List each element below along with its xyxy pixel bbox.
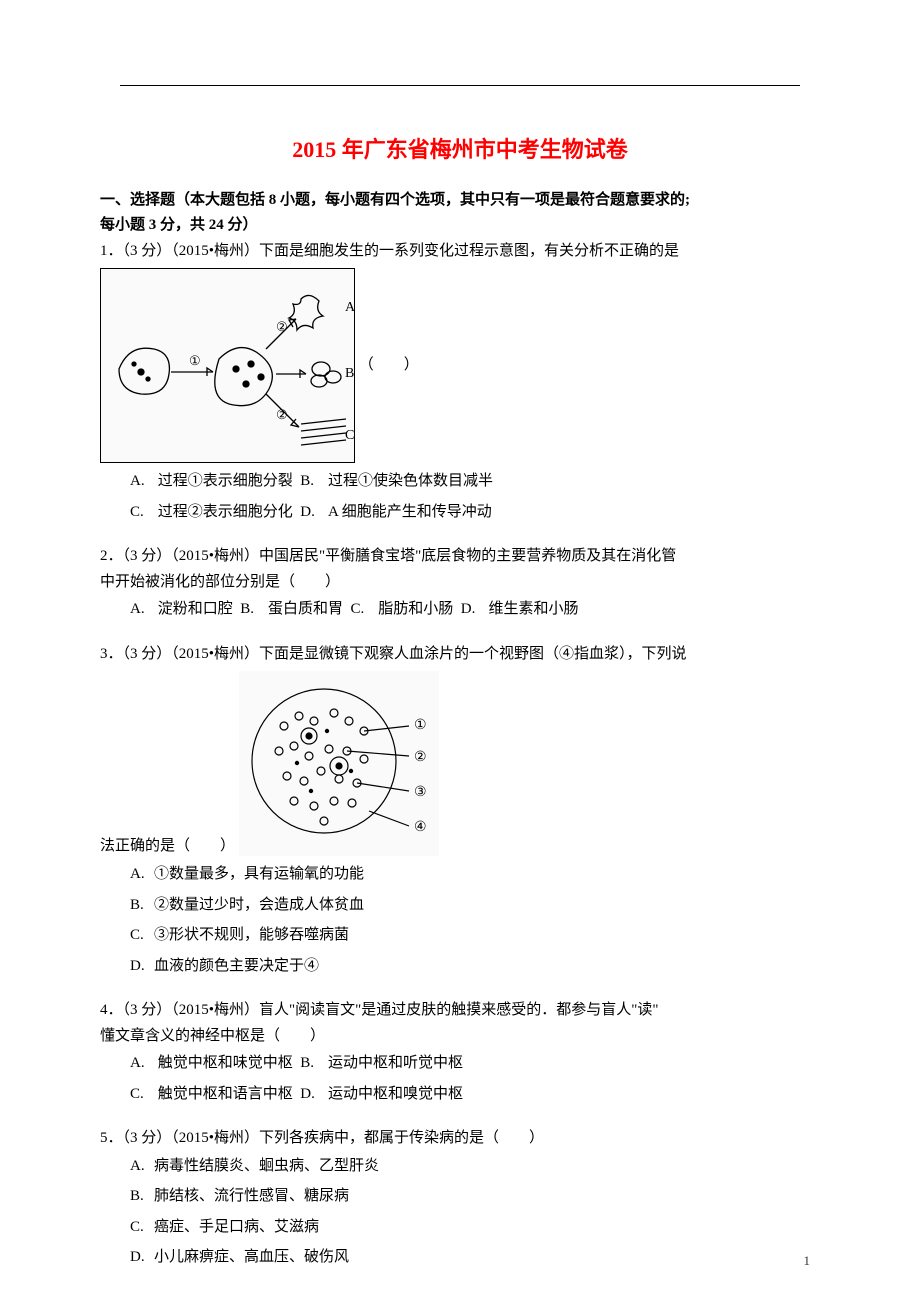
q2-stem-l2: 中开始被消化的部位分别是（ ） [100,574,340,590]
section-header-l2: 每小题 3 分，共 24 分） [100,217,258,233]
q2-stem: 2．（3 分）（2015•梅州）中国居民"平衡膳食宝塔"底层食物的主要营养物质及… [100,544,820,595]
opt-label-a: A. [130,467,154,496]
question-4: 4．（3 分）（2015•梅州）盲人"阅读盲文"是通过皮肤的触摸来感受的．都参与… [100,998,820,1108]
q3-opt-a: ①数量最多，具有运输氧的功能 [154,866,364,882]
q1-label-B: B [345,366,354,381]
q5-opt-d: 小儿麻痹症、高血压、破伤风 [154,1249,349,1265]
q2-opt-a: 淀粉和口腔 [158,601,233,617]
opt-label-c: C. [130,1080,154,1109]
q5-opt-b: 肺结核、流行性感冒、糖尿病 [154,1188,349,1204]
q2-opt-d: 维生素和小肠 [489,601,579,617]
section-header: 一、选择题（本大题包括 8 小题，每小题有四个选项，其中只有一项是最符合题意要求… [100,188,820,239]
opt-label-d: D. [130,1243,154,1272]
question-5: 5．（3 分）（2015•梅州）下列各疾病中，都属于传染病的是（ ） A.病毒性… [100,1126,820,1272]
opt-label-b: B. [300,467,324,496]
q1-opt-b: 过程①使染色体数目减半 [328,473,493,489]
q1-label-C: C [345,428,354,443]
q3-options: A.①数量最多，具有运输氧的功能 B.②数量过少时，会造成人体贫血 C.③形状不… [130,860,820,980]
opt-label-a: A. [130,595,154,624]
question-2: 2．（3 分）（2015•梅州）中国居民"平衡膳食宝塔"底层食物的主要营养物质及… [100,544,820,624]
opt-label-a: A. [130,1049,154,1078]
q3-opt-b: ②数量过少时，会造成人体贫血 [154,897,364,913]
exam-title: 2015 年广东省梅州市中考生物试卷 [100,130,820,170]
q4-opt-d: 运动中枢和嗅觉中枢 [328,1086,463,1102]
q1-stem: 1．（3 分）（2015•梅州）下面是细胞发生的一系列变化过程示意图，有关分析不… [100,239,820,265]
page-number: 1 [804,1249,811,1272]
q4-stem-l2: 懂文章含义的神经中枢是（ ） [100,1028,325,1044]
q5-opt-a: 病毒性结膜炎、蛔虫病、乙型肝炎 [154,1158,379,1174]
q1-label-2b: ② [276,407,288,422]
opt-label-c: C. [130,498,154,527]
q1-opt-d: A 细胞能产生和传导冲动 [328,504,492,520]
opt-label-c: C. [130,1213,154,1242]
q1-label-A: A [345,300,356,315]
q2-opt-c: 脂肪和小肠 [378,601,453,617]
q1-label-1: ① [189,353,201,368]
opt-label-d: D. [461,595,485,624]
q1-opt-c: 过程②表示细胞分化 [158,504,293,520]
q4-opt-a: 触觉中枢和味觉中枢 [158,1055,293,1071]
q3-label-4: ④ [414,820,427,835]
opt-label-a: A. [130,860,154,889]
q4-stem: 4．（3 分）（2015•梅州）盲人"阅读盲文"是通过皮肤的触摸来感受的．都参与… [100,998,820,1049]
q1-opt-a: 过程①表示细胞分裂 [158,473,293,489]
opt-label-b: B. [300,1049,324,1078]
page-top-rule [120,85,800,86]
q1-label-2a: ② [276,319,288,334]
q3-stem-post: 法正确的是（ ） [100,833,235,860]
opt-label-c: C. [130,921,154,950]
q4-opt-b: 运动中枢和听觉中枢 [328,1055,463,1071]
opt-label-a: A. [130,1152,154,1181]
q3-stem-pre: 3．（3 分）（2015•梅州）下面是显微镜下观察人血涂片的一个视野图（④指血浆… [100,642,820,668]
opt-label-d: D. [300,498,324,527]
opt-label-d: D. [130,952,154,981]
question-3: 3．（3 分）（2015•梅州）下面是显微镜下观察人血涂片的一个视野图（④指血浆… [100,642,820,981]
q2-options: A. 淀粉和口腔 B. 蛋白质和胃 C. 脂肪和小肠 D. 维生素和小肠 [130,595,820,624]
q2-opt-b: 蛋白质和胃 [268,601,343,617]
q2-stem-l1: 2．（3 分）（2015•梅州）中国居民"平衡膳食宝塔"底层食物的主要营养物质及… [100,548,676,564]
q1-options: A. 过程①表示细胞分裂 B. 过程①使染色体数目减半 C. 过程②表示细胞分化… [130,467,820,526]
q4-opt-c: 触觉中枢和语言中枢 [158,1086,293,1102]
opt-label-b: B. [240,595,264,624]
q1-diagram: ① ② ② A B C [100,268,355,463]
q3-diagram: ① ② ③ ④ [239,671,439,856]
q5-options: A.病毒性结膜炎、蛔虫病、乙型肝炎 B.肺结核、流行性感冒、糖尿病 C.癌症、手… [130,1152,820,1272]
section-header-l1: 一、选择题（本大题包括 8 小题，每小题有四个选项，其中只有一项是最符合题意要求… [100,192,690,208]
question-1: 1．（3 分）（2015•梅州）下面是细胞发生的一系列变化过程示意图，有关分析不… [100,239,820,527]
q3-opt-d: 血液的颜色主要决定于④ [154,958,319,974]
q5-opt-c: 癌症、手足口病、艾滋病 [154,1219,319,1235]
q3-label-1: ① [414,718,427,733]
q3-label-3: ③ [414,785,427,800]
opt-label-d: D. [300,1080,324,1109]
q1-paren: （ ） [359,357,419,373]
q3-label-2: ② [414,750,427,765]
q5-stem: 5．（3 分）（2015•梅州）下列各疾病中，都属于传染病的是（ ） [100,1126,820,1152]
q3-opt-c: ③形状不规则，能够吞噬病菌 [154,927,349,943]
q4-options: A. 触觉中枢和味觉中枢 B. 运动中枢和听觉中枢 C. 触觉中枢和语言中枢 D… [130,1049,820,1108]
q4-stem-l1: 4．（3 分）（2015•梅州）盲人"阅读盲文"是通过皮肤的触摸来感受的．都参与… [100,1002,659,1018]
opt-label-b: B. [130,1182,154,1211]
opt-label-b: B. [130,891,154,920]
opt-label-c: C. [351,595,375,624]
